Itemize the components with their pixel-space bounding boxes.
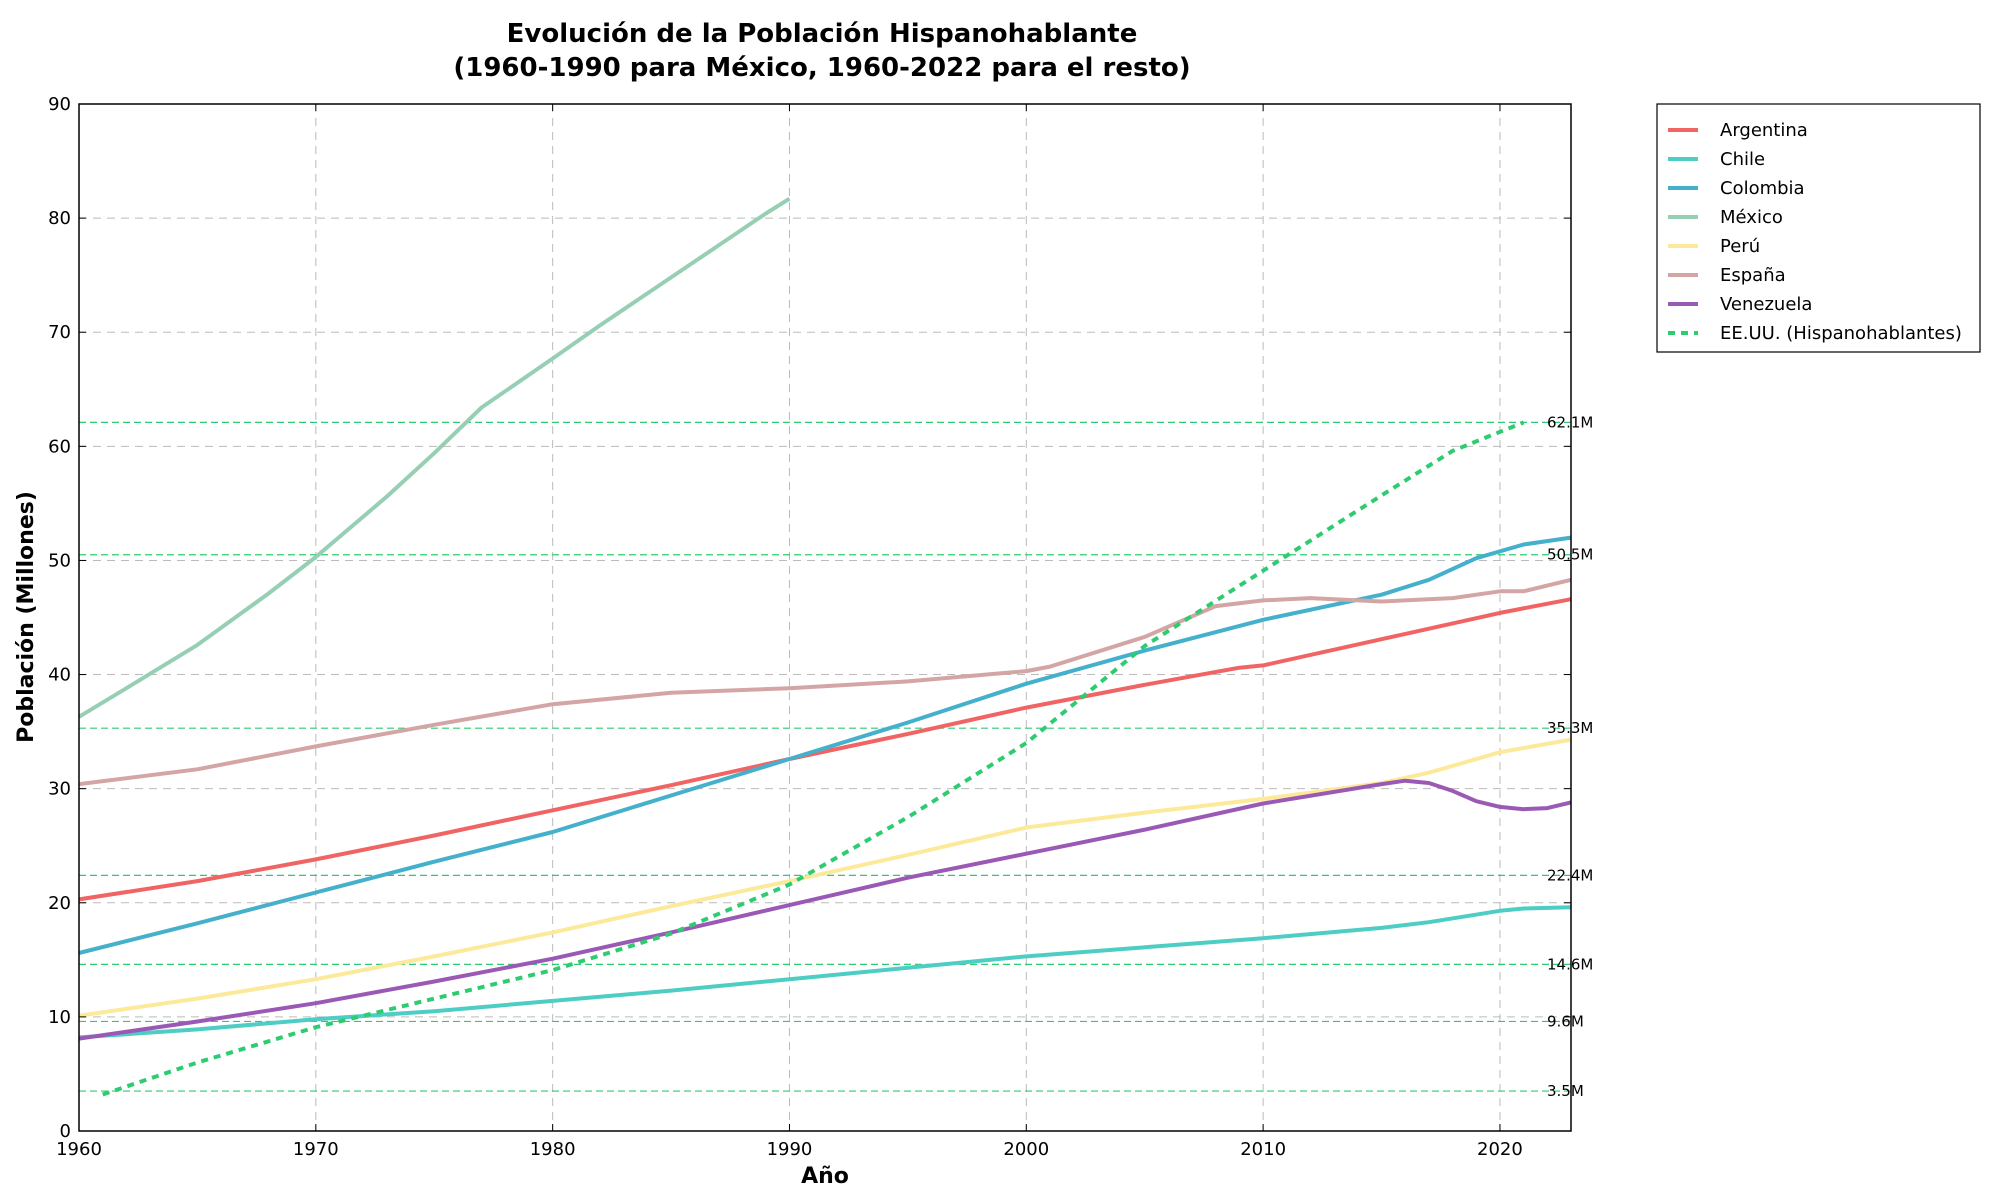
y-tick-label: 60 (48, 436, 71, 457)
y-tick-label: 80 (48, 208, 71, 229)
reference-line-label: 9.6M (1547, 1012, 1584, 1030)
legend-label: Colombia (1720, 178, 1805, 199)
series-line (102, 420, 1525, 1097)
y-tick-label: 40 (48, 665, 71, 686)
y-axis-label: Población (Millones) (14, 491, 39, 743)
reference-lines (79, 421, 1571, 1092)
legend-label: Argentina (1720, 120, 1808, 141)
y-tick-label: 70 (48, 322, 71, 343)
y-tick-label: 50 (48, 550, 71, 571)
x-tick-label: 2020 (1477, 1139, 1523, 1160)
x-tick-label: 1960 (56, 1139, 102, 1160)
series-line (78, 905, 1572, 1040)
x-tick-label: 2010 (1240, 1139, 1286, 1160)
y-tick-label: 30 (48, 779, 71, 800)
y-tick-label: 90 (48, 94, 71, 115)
axis-ticks: 1960 1970 1980 1990 2000 2010 2020 0 10 20 30 40 50 6… (48, 94, 1571, 1160)
plot-frame (78, 103, 1572, 1132)
legend-label: México (1720, 207, 1783, 228)
legend: Argentina Chile Colombia México Perú España Ve… (1656, 103, 1981, 353)
reference-line-label: 22.4M (1547, 866, 1593, 884)
y-tick-label: 20 (48, 893, 71, 914)
series-lines (77, 197, 1572, 1097)
reference-line-label: 50.5M (1547, 546, 1593, 564)
series-line (77, 197, 791, 719)
series-line (78, 778, 1572, 1041)
legend-label: Perú (1720, 236, 1760, 257)
legend-label: Venezuela (1720, 294, 1812, 315)
series-line (78, 597, 1572, 902)
reference-line-label: 62.1M (1547, 413, 1593, 431)
x-tick-label: 1990 (767, 1139, 813, 1160)
legend-label: EE.UU. (Hispanohablantes) (1720, 323, 1962, 344)
y-tick-label: 0 (60, 1121, 71, 1142)
x-tick-label: 1980 (530, 1139, 576, 1160)
series-line (78, 535, 1572, 955)
x-tick-label: 1970 (293, 1139, 339, 1160)
reference-line-label: 35.3M (1547, 719, 1593, 737)
x-tick-label: 2000 (1003, 1139, 1049, 1160)
series-line (78, 577, 1572, 787)
reference-labels: 3.5M 9.6M 14.6M 22.4M 35.3M 50.5M 62.1M (1547, 413, 1593, 1100)
x-axis-label: Año (801, 1164, 849, 1189)
chart-title-line1: Evolución de la Población Hispanohablant… (507, 19, 1138, 49)
legend-label: Chile (1720, 149, 1765, 170)
reference-line-label: 3.5M (1547, 1082, 1584, 1100)
reference-line-label: 14.6M (1547, 955, 1593, 973)
chart-title-line2: (1960-1990 para México, 1960-2022 para e… (453, 53, 1190, 83)
y-tick-label: 10 (48, 1007, 71, 1028)
legend-box (1656, 103, 1981, 353)
legend-label: España (1720, 265, 1786, 286)
series-line (78, 737, 1572, 1018)
